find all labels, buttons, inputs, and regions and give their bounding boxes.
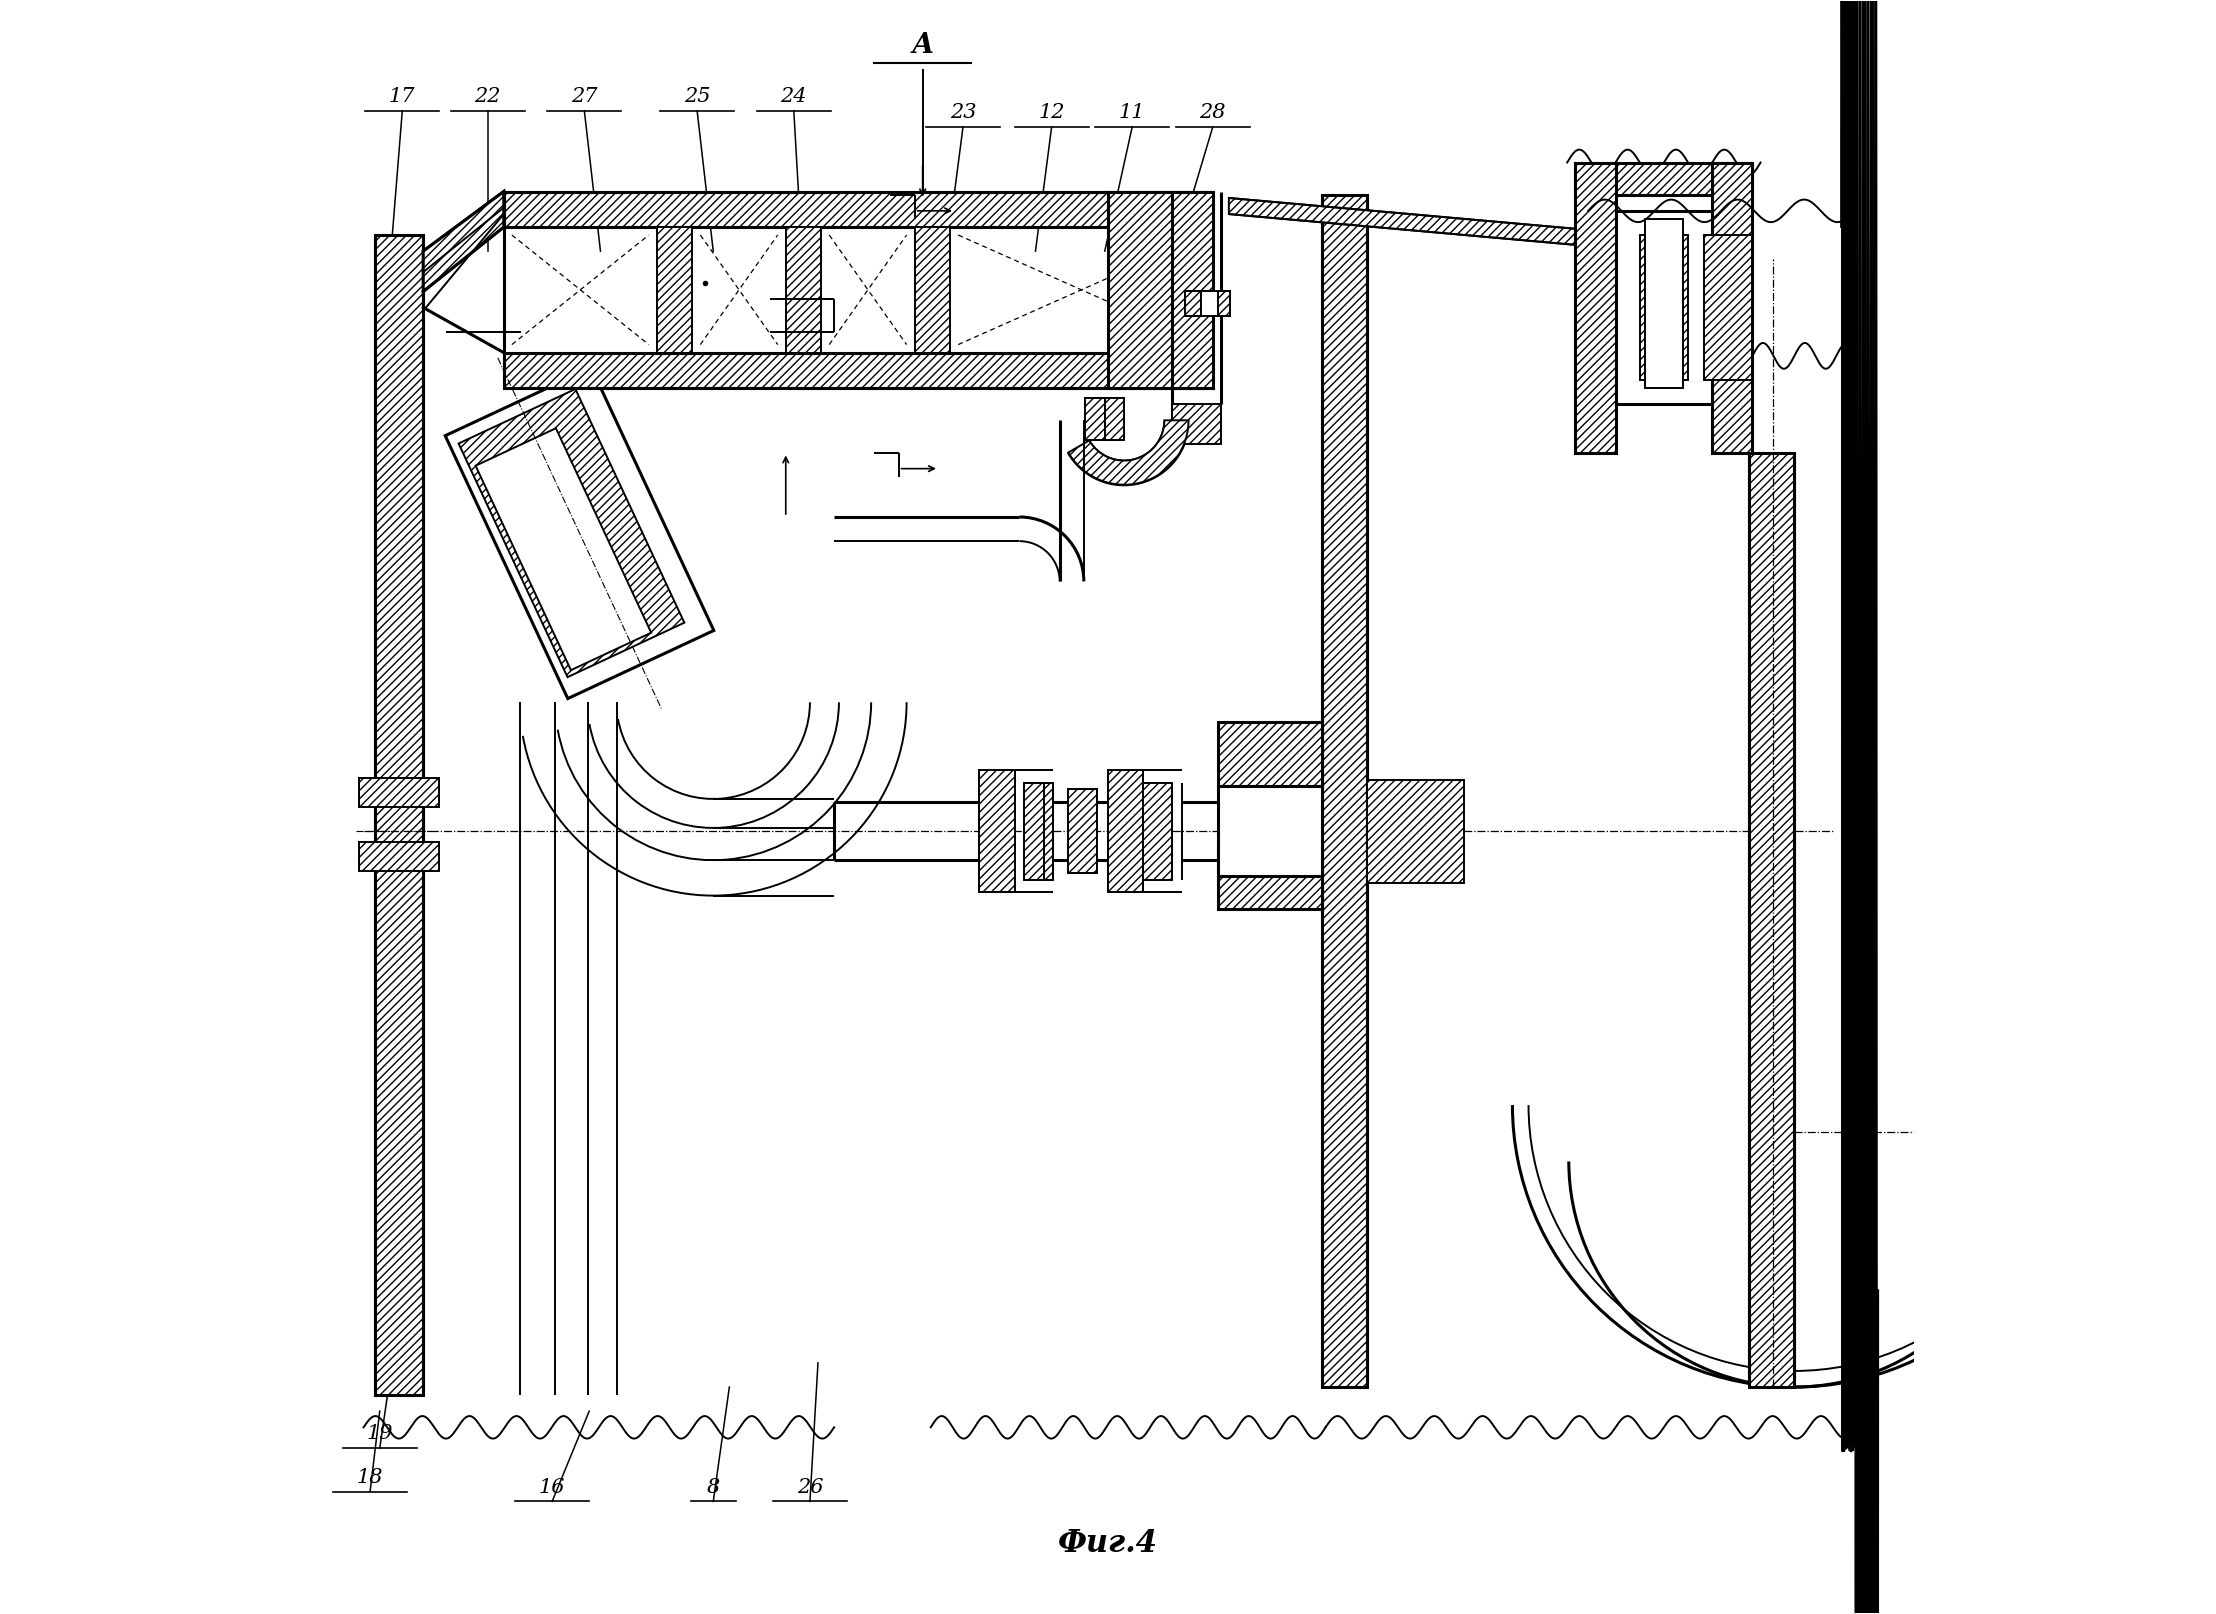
- Bar: [1186, 292, 1201, 316]
- Bar: [1704, 236, 1753, 379]
- Bar: [503, 352, 1212, 387]
- Bar: [1748, 452, 1795, 1386]
- Bar: [1615, 211, 1713, 404]
- Bar: [1367, 780, 1465, 883]
- Bar: [1217, 721, 1323, 786]
- Bar: [1108, 192, 1212, 387]
- Text: 24: 24: [780, 87, 807, 107]
- Bar: [1644, 220, 1684, 387]
- Bar: [915, 228, 951, 352]
- Bar: [1323, 195, 1367, 1386]
- Bar: [1576, 163, 1753, 195]
- Bar: [1068, 789, 1097, 873]
- Bar: [503, 192, 1212, 228]
- Bar: [1186, 292, 1230, 316]
- Bar: [1172, 404, 1221, 444]
- Bar: [656, 228, 691, 352]
- Text: 11: 11: [1119, 103, 1146, 123]
- Text: 23: 23: [951, 103, 977, 123]
- Bar: [1024, 783, 1053, 880]
- Bar: [375, 236, 423, 1394]
- Bar: [1217, 786, 1323, 876]
- Text: 18: 18: [357, 1469, 383, 1486]
- Polygon shape: [1230, 199, 1591, 247]
- Polygon shape: [423, 192, 503, 292]
- Bar: [1086, 397, 1106, 439]
- Bar: [1576, 163, 1615, 452]
- Bar: [445, 368, 714, 699]
- Bar: [1640, 236, 1689, 379]
- Polygon shape: [1068, 420, 1188, 484]
- Bar: [787, 228, 822, 352]
- Text: 28: 28: [1199, 103, 1225, 123]
- Bar: [476, 428, 652, 670]
- Text: 25: 25: [685, 87, 711, 107]
- Bar: [979, 770, 1015, 893]
- Bar: [359, 778, 439, 807]
- Bar: [1108, 770, 1143, 893]
- Bar: [1143, 783, 1172, 880]
- Text: 16: 16: [538, 1477, 565, 1496]
- Text: 17: 17: [390, 87, 417, 107]
- Text: 19: 19: [366, 1425, 392, 1443]
- Bar: [1217, 292, 1230, 316]
- Circle shape: [1159, 299, 1170, 312]
- Text: 27: 27: [572, 87, 598, 107]
- Text: 12: 12: [1039, 103, 1066, 123]
- Bar: [1086, 397, 1124, 439]
- Bar: [1713, 163, 1753, 452]
- Text: 26: 26: [798, 1477, 822, 1496]
- Bar: [359, 843, 439, 872]
- Text: Фиг.4: Фиг.4: [1057, 1528, 1159, 1559]
- Bar: [1217, 844, 1323, 909]
- Text: А: А: [911, 32, 933, 60]
- Bar: [1106, 397, 1124, 439]
- Bar: [459, 389, 685, 678]
- Text: 22: 22: [474, 87, 501, 107]
- Text: 8: 8: [707, 1477, 720, 1496]
